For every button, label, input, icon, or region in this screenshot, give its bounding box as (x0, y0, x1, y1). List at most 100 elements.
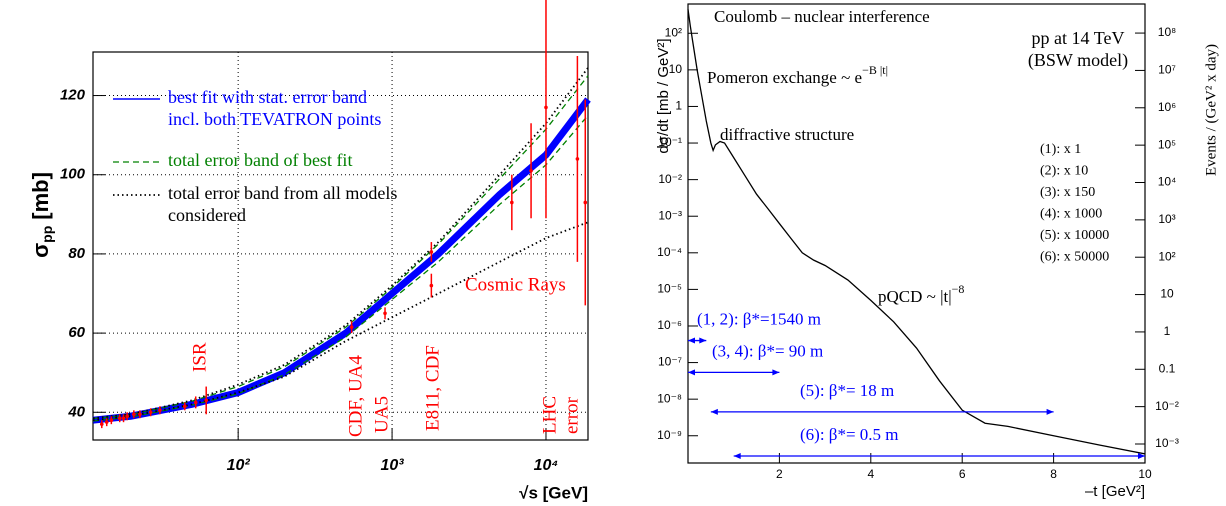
annotation: Pomeron exchange ~ e−B |t| (707, 63, 888, 87)
y2-tick-label: 0.1 (1159, 361, 1176, 375)
data-point (138, 412, 142, 417)
y-tick-label: 10⁻⁴ (657, 245, 682, 259)
y-tick-label: 10⁻⁸ (657, 391, 682, 405)
data-point (383, 311, 387, 316)
y-axis-label: dσ/dt [mb / GeV²] (655, 38, 672, 153)
x-tick-label: 10³ (381, 457, 405, 474)
y-tick-label: 80 (68, 245, 85, 262)
data-point (193, 400, 198, 405)
annotation-text: diffractive structure (720, 125, 854, 144)
y2-tick-label: 1 (1164, 324, 1171, 338)
cross-section-curve (687, 9, 1146, 455)
annotation-text: Coulomb – nuclear interference (714, 7, 930, 26)
x-axis-label: –t [GeV²] (1085, 483, 1145, 500)
y2-tick-label: 10⁵ (1158, 137, 1176, 151)
data-point (544, 105, 548, 110)
annotation-sup: −8 (952, 282, 965, 296)
y-tick-label: 10⁻³ (658, 208, 682, 222)
y-tick-label: 10² (665, 25, 682, 39)
data-point (132, 412, 136, 417)
annotation: Cosmic Rays (465, 274, 566, 295)
y2-tick-label: 10⁻² (1155, 399, 1179, 413)
y2-tick-label: 10⁸ (1158, 25, 1176, 39)
y-tick-label: 40 (67, 403, 85, 420)
x-tick-label: 6 (959, 467, 966, 481)
data-point (125, 414, 129, 419)
scale-factor: (4): x 1000 (1040, 207, 1102, 222)
data-point (349, 325, 354, 329)
y-tick-label: 1 (675, 99, 682, 113)
x-tick-label: 10² (227, 457, 251, 474)
legend-label: total error band from all models (168, 183, 397, 203)
annotation: ISR (189, 342, 210, 372)
scale-factor: (5): x 10000 (1040, 228, 1109, 243)
range-label: (1, 2): β*=1540 m (697, 309, 821, 328)
fit-band (92, 97, 591, 424)
data-point (575, 157, 580, 161)
y2-tick-label: 10³ (1158, 212, 1175, 226)
legend-label: incl. both TEVATRON points (168, 109, 381, 129)
y2-tick-label: 10⁻³ (1155, 436, 1179, 450)
y2-tick-label: 10 (1160, 287, 1174, 301)
y-tick-label: 10⁻¹ (658, 135, 682, 149)
annotation: Coulomb – nuclear interference (714, 7, 930, 26)
y2-tick-label: 10⁶ (1158, 100, 1176, 114)
title: (BSW model) (1028, 50, 1128, 71)
data-point (158, 408, 162, 413)
legend-label: considered (168, 205, 246, 225)
annotation: error (561, 396, 582, 434)
data-point (583, 200, 588, 205)
data-point (182, 404, 187, 409)
scale-factor: (3): x 150 (1040, 185, 1095, 200)
y-tick-label: 10 (669, 62, 683, 76)
y-tick-label: 10⁻⁶ (657, 318, 682, 332)
data-point (429, 250, 434, 254)
data-point (117, 416, 122, 421)
y-label-unit: [mb] (28, 172, 53, 220)
y2-tick-label: 10⁷ (1158, 63, 1176, 77)
band-upper (92, 75, 589, 420)
title: pp at 14 TeV (1032, 28, 1125, 48)
scale-factor: (1): x 1 (1040, 142, 1081, 157)
annotation: LHC (539, 396, 560, 434)
y-tick-label: 10⁻⁵ (657, 282, 682, 296)
left-frame (92, 51, 589, 441)
x-tick-label: 8 (1050, 467, 1057, 481)
data-point (529, 168, 533, 173)
y-tick-label: 120 (60, 87, 86, 104)
range-label: (3, 4): β*= 90 m (712, 341, 823, 360)
x-tick-label: 10⁴ (534, 457, 559, 474)
data-point (429, 283, 434, 288)
data-point (148, 410, 153, 415)
range-label: (6): β*= 0.5 m (800, 425, 899, 444)
scale-factor: (6): x 50000 (1040, 250, 1109, 265)
data-point (109, 418, 114, 423)
y-tick-label: 60 (68, 324, 85, 341)
annotation: pQCD ~ |t|−8 (878, 282, 964, 306)
annotation: diffractive structure (720, 125, 854, 144)
scale-factor: (2): x 10 (1040, 164, 1088, 179)
y2-tick-label: 10⁴ (1158, 175, 1177, 189)
annotation: CDF, UA4 (345, 355, 366, 437)
data-point (204, 398, 209, 403)
x-tick-label: 2 (776, 467, 783, 481)
data-point (104, 420, 109, 424)
y-tick-label: 10⁻⁷ (658, 355, 682, 369)
annotation: E811, CDF (422, 345, 443, 431)
band-lower (92, 221, 589, 422)
annotation: UA5 (371, 396, 392, 433)
annotation-text: Pomeron exchange ~ e (707, 68, 862, 87)
y2-tick-label: 10² (1158, 249, 1175, 263)
y-axis-label: σpp [mb] (28, 172, 55, 258)
y-tick-label: 10⁻⁹ (657, 428, 682, 442)
annotation-text: pQCD ~ |t| (878, 287, 952, 306)
y-label-sub: pp (39, 226, 55, 243)
data-point (510, 200, 514, 205)
range-label: (5): β*= 18 m (800, 381, 894, 400)
y-tick-label: 10⁻² (658, 172, 682, 186)
annotation-sup: −B |t| (862, 63, 888, 77)
y2-axis-label: Events / (GeV² x day) (1203, 44, 1219, 176)
legend-label: best fit with stat. error band (168, 87, 367, 107)
legend-label: total error band of best fit (168, 150, 352, 170)
